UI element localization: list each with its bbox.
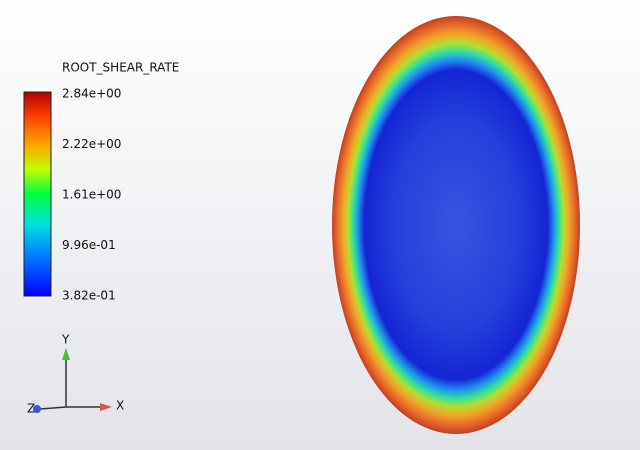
colorbar-label: 3.82e-01 [62,289,116,303]
colorbar-label: 1.61e+00 [62,188,121,202]
contour-surface [332,16,580,434]
y-label: Y [61,333,70,347]
colorbar [23,91,52,297]
z-label: Z [27,402,35,416]
legend-title: ROOT_SHEAR_RATE [62,61,179,75]
y-arrow [62,348,70,360]
colorbar-label: 2.22e+00 [62,137,121,151]
colorbar-label: 2.84e+00 [62,87,121,101]
z-arrow [33,405,41,413]
colorbar-labels: 2.84e+00 2.22e+00 1.61e+00 9.96e-01 3.82e-01 [62,87,121,303]
colorbar-label: 9.96e-01 [62,238,116,252]
axis-triad: Y X Z [27,333,124,416]
x-arrow [100,403,112,411]
x-label: X [116,399,124,413]
z-axis [39,406,67,410]
